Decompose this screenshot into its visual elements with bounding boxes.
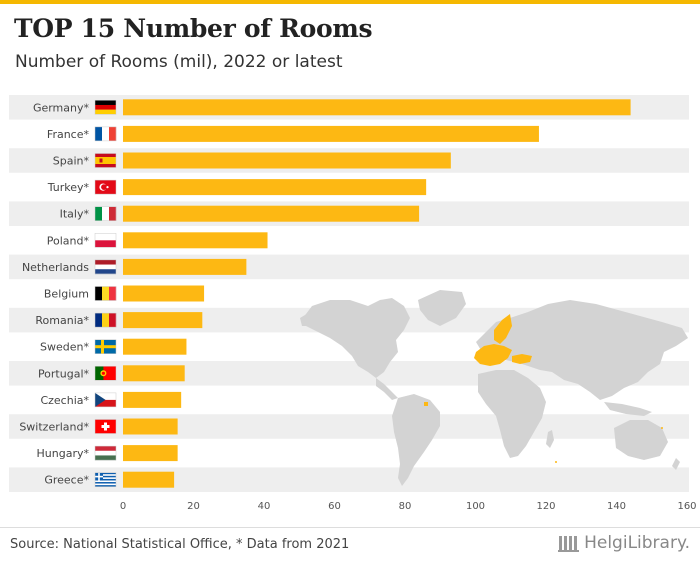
germany-flag (94, 100, 117, 115)
category-label: Netherlands (22, 261, 89, 274)
bar-portugal[interactable] (123, 365, 185, 382)
bar-france[interactable] (123, 125, 539, 142)
category-label: Romania* (35, 314, 89, 327)
belgium-flag (94, 286, 117, 301)
map-alaska (300, 312, 318, 326)
x-tick-label: 60 (328, 501, 341, 512)
category-label: France* (47, 128, 90, 141)
map-north-america (303, 298, 410, 378)
x-tick-label: 140 (607, 501, 626, 512)
netherlands-flag (94, 259, 117, 275)
bar-greece[interactable] (123, 471, 175, 488)
x-tick-label: 160 (677, 501, 696, 512)
x-tick-label: 20 (187, 501, 200, 512)
map-madagascar (546, 430, 554, 448)
chart-title: TOP 15 Number of Rooms (14, 14, 373, 43)
bar-spain[interactable] (123, 152, 451, 169)
spain-flag (94, 153, 117, 168)
chart-subtitle: Number of Rooms (mil), 2022 or latest (15, 52, 343, 72)
france-flag (94, 126, 117, 142)
logo-text: HelgiLibrary. (584, 533, 690, 553)
library-building-icon (558, 536, 580, 552)
map-central-america (376, 378, 398, 400)
category-label: Czechia* (40, 394, 89, 407)
row-band (9, 467, 689, 492)
bar-netherlands[interactable] (123, 258, 247, 275)
hungary-flag (94, 445, 117, 461)
x-tick-label: 80 (399, 501, 412, 512)
category-label: Belgium (44, 288, 89, 301)
bar-chart: Germany* France* Spain* Turkey* Italy* Poland… (9, 95, 697, 512)
bars (123, 99, 631, 488)
portugal-flag (94, 366, 117, 381)
footer-divider (0, 527, 700, 528)
x-axis: 0 20 40 60 80 100 120 140 160 (120, 501, 697, 512)
bar-turkey[interactable] (123, 179, 427, 196)
sweden-flag (94, 339, 117, 354)
x-tick-label: 40 (258, 501, 271, 512)
bar-czechia[interactable] (123, 391, 182, 408)
category-label: Switzerland* (19, 421, 89, 434)
bar-germany[interactable] (123, 99, 631, 116)
turkey-flag (94, 179, 117, 195)
map-africa (478, 370, 546, 458)
category-label: Hungary* (37, 447, 90, 460)
map-australia (614, 420, 668, 460)
category-labels: Germany* France* Spain* Turkey* Italy* Poland… (19, 101, 89, 486)
switzerland-flag (94, 419, 117, 434)
category-label: Turkey* (47, 181, 90, 194)
category-label: Sweden* (40, 341, 89, 354)
map-highlight-turkey (512, 354, 532, 364)
czechia-flag (94, 392, 117, 408)
map-eurasia (476, 300, 688, 400)
x-tick-label: 120 (536, 501, 555, 512)
world-map-illustration (300, 290, 688, 486)
bar-poland[interactable] (123, 232, 268, 249)
map-indonesia (604, 402, 652, 416)
row-band (9, 254, 689, 280)
bar-switzerland[interactable] (123, 418, 178, 435)
category-label: Italy* (60, 208, 90, 221)
category-label: Germany* (33, 101, 90, 114)
flags (94, 100, 117, 487)
map-highlight-western-europe (474, 344, 512, 366)
map-highlight-dot (661, 427, 663, 429)
bar-romania[interactable] (123, 312, 203, 329)
greece-flag (94, 472, 117, 487)
bar-italy[interactable] (123, 205, 420, 222)
bar-sweden[interactable] (123, 338, 187, 355)
map-highlight-dot (555, 461, 557, 463)
source-note: Source: National Statistical Office, * D… (10, 537, 350, 552)
top-accent-bar (0, 0, 700, 4)
x-tick-label: 0 (120, 501, 126, 512)
category-label: Poland* (47, 234, 90, 247)
romania-flag (94, 312, 117, 328)
map-new-zealand (672, 458, 680, 470)
poland-flag (94, 233, 117, 248)
map-greenland (418, 290, 466, 326)
row-band (9, 414, 689, 439)
italy-flag (94, 206, 117, 221)
category-label: Portugal* (38, 367, 90, 380)
helgi-library-logo[interactable]: HelgiLibrary. (558, 533, 690, 553)
map-south-america (392, 394, 440, 486)
map-highlight-scandinavia (494, 314, 512, 344)
map-highlight-caribbean (424, 402, 428, 406)
x-tick-label: 100 (466, 501, 485, 512)
category-label: Spain* (53, 155, 90, 168)
bar-belgium[interactable] (123, 285, 205, 302)
category-label: Greece* (44, 474, 89, 487)
bar-hungary[interactable] (123, 445, 178, 462)
